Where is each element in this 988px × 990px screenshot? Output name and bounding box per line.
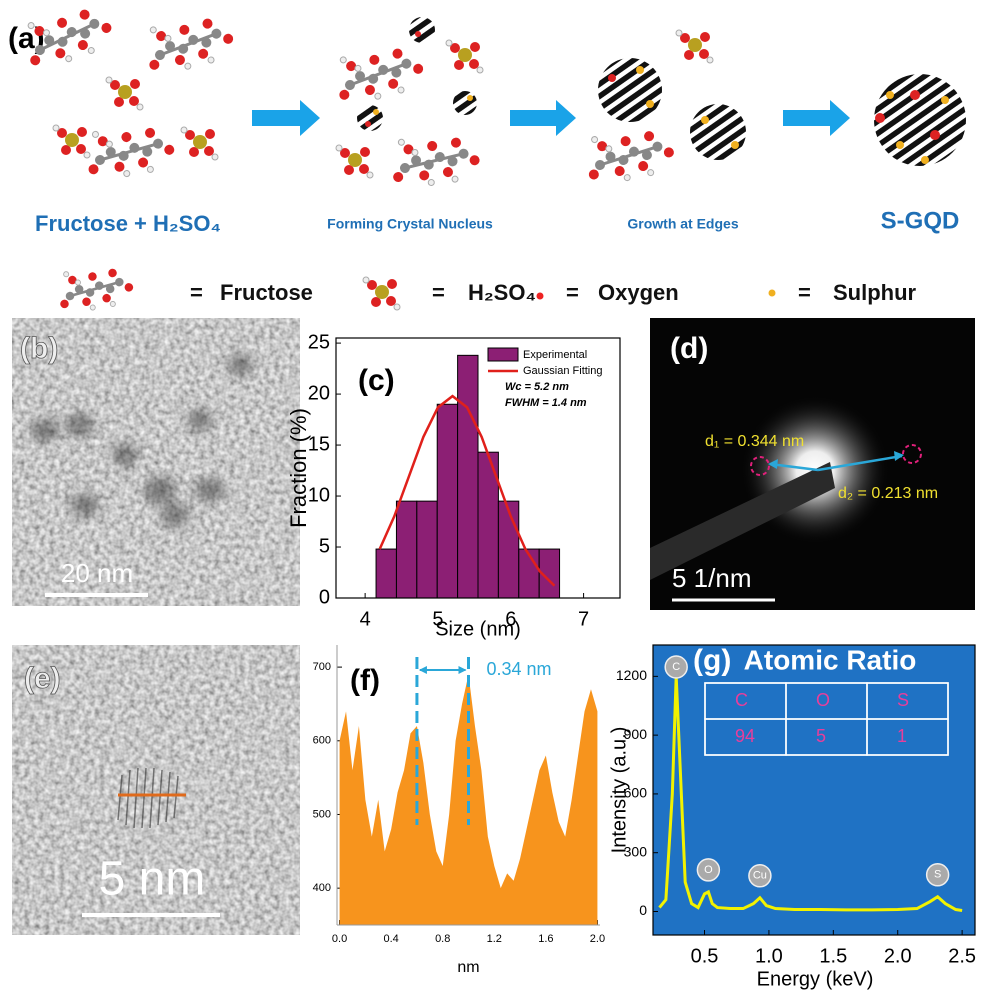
- panel-label: (f): [350, 664, 380, 697]
- step-label: Fructose + H₂SO₄: [35, 211, 221, 236]
- arrow-head: [419, 666, 427, 674]
- micrograph-e: (e) 5 nm: [12, 645, 300, 935]
- panel-label: (c): [358, 364, 395, 397]
- table-text: 1: [897, 726, 907, 746]
- legend-equals: =: [432, 280, 445, 305]
- y-tick-label: 400: [313, 882, 331, 894]
- x-tick-label: 7: [578, 608, 589, 630]
- x-tick-label: 1.0: [755, 945, 783, 967]
- figure: (a) Fructose + H₂SO₄ Forming Crystal Nuc…: [0, 0, 988, 990]
- x-tick-label: 0.5: [691, 945, 719, 967]
- y-tick-label: 25: [308, 331, 330, 353]
- legend-swatch: [488, 348, 518, 361]
- panel-label: (g): [693, 644, 731, 677]
- legend-label: Sulphur: [833, 280, 917, 305]
- legend-label: H₂SO₄: [468, 280, 536, 305]
- y-tick-label: 5: [319, 535, 330, 557]
- histogram-bar: [417, 501, 437, 598]
- y-tick-label: 20: [308, 382, 330, 404]
- plot-background: [653, 645, 975, 935]
- d-spacing-label: d₁ = 0.344 nm: [705, 433, 804, 450]
- table-text: C: [735, 690, 748, 710]
- legend-equals: =: [798, 280, 811, 305]
- y-tick-label: 0: [319, 586, 330, 608]
- annotation: Wc = 5.2 nm: [505, 381, 569, 393]
- y-tick-label: 500: [313, 808, 331, 820]
- x-axis-label: nm: [457, 959, 479, 976]
- d-spacing-label: d₂ = 0.213 nm: [838, 485, 938, 502]
- x-tick-label: 0.4: [383, 933, 398, 945]
- scale-bar-label: 5 1/nm: [672, 563, 752, 593]
- y-tick-label: 10: [308, 484, 330, 506]
- step-label: Forming Crystal Nucleus: [327, 216, 493, 232]
- micrograph-b: (b) 20 nm: [12, 318, 300, 606]
- quantum-dots: [357, 17, 966, 166]
- histogram-bar: [376, 549, 396, 598]
- panel-label: (b): [20, 332, 58, 365]
- peak-label: S: [934, 869, 941, 881]
- legend-label: Oxygen: [598, 280, 679, 305]
- y-tick-label: 0: [639, 902, 647, 918]
- legend-equals: =: [566, 280, 579, 305]
- x-tick-label: 1.5: [819, 945, 847, 967]
- histogram-bar: [437, 404, 457, 598]
- histogram-bar: [458, 355, 478, 598]
- legend-label: Gaussian Fitting: [523, 365, 602, 377]
- panel-label: (d): [670, 332, 708, 365]
- arrows: [252, 100, 850, 136]
- table-text: 94: [735, 726, 755, 746]
- y-axis-label: Intensity (a.u.): [608, 727, 630, 854]
- y-tick-label: 600: [313, 735, 331, 747]
- legend-equals: =: [190, 280, 203, 305]
- legend-label: Fructose: [220, 280, 313, 305]
- table-title: Atomic Ratio: [744, 644, 917, 675]
- scale-bar-label: 20 nm: [61, 558, 133, 588]
- histogram-bar: [396, 501, 416, 598]
- legend-label: Experimental: [523, 349, 587, 361]
- panel-label: (e): [24, 662, 61, 695]
- table-text: 5: [816, 726, 826, 746]
- histogram-bar: [498, 501, 518, 598]
- x-tick-label: 2.5: [948, 945, 976, 967]
- x-tick-label: 1.2: [487, 933, 502, 945]
- y-axis-label: Fraction (%): [286, 408, 311, 528]
- peak-label: Cu: [753, 870, 767, 882]
- x-tick-label: 0.0: [332, 933, 347, 945]
- peak-label: O: [704, 864, 713, 876]
- annotation: FWHM = 1.4 nm: [505, 397, 587, 409]
- x-tick-label: 2.0: [590, 933, 605, 945]
- y-tick-label: 1200: [616, 667, 647, 683]
- step-label: S-GQD: [881, 207, 960, 234]
- table-text: O: [816, 690, 830, 710]
- x-tick-label: 1.6: [538, 933, 553, 945]
- y-tick-label: 15: [308, 433, 330, 455]
- schematic-legend: = Fructose = H₂SO₄ = Oxygen = Sulphur: [55, 261, 917, 316]
- y-tick-label: 700: [313, 661, 331, 673]
- step-label: Growth at Edges: [627, 216, 738, 232]
- x-tick-label: 4: [360, 608, 371, 630]
- micrograph-d: (d) d₁ = 0.344 nm d₂ = 0.213 nm 5 1/nm: [650, 318, 975, 610]
- arrow-head: [459, 666, 467, 674]
- annotation: 0.34 nm: [487, 659, 552, 679]
- x-axis-label: Energy (keV): [757, 968, 874, 990]
- x-axis-label: Size (nm): [435, 618, 521, 640]
- x-tick-label: 0.8: [435, 933, 450, 945]
- x-tick-label: 2.0: [884, 945, 912, 967]
- table-text: S: [897, 690, 909, 710]
- scale-bar-label: 5 nm: [99, 853, 206, 906]
- peak-label: C: [672, 661, 680, 673]
